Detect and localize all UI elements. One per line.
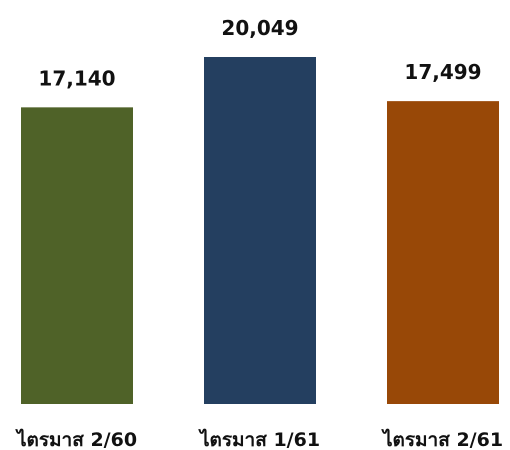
bar-1 — [21, 107, 133, 404]
data-label-1: 17,140 — [38, 66, 115, 90]
bars-group — [21, 57, 499, 404]
data-label-2: 20,049 — [221, 16, 298, 40]
data-label-3: 17,499 — [404, 60, 481, 84]
data-labels-group: 17,140 20,049 17,499 — [38, 16, 481, 90]
x-tick-label-1: ไตรมาส 2/60 — [15, 428, 137, 450]
x-tick-label-2: ไตรมาส 1/61 — [198, 428, 320, 450]
bar-2 — [204, 57, 316, 404]
x-tick-label-3: ไตรมาส 2/61 — [381, 428, 503, 450]
bar-3 — [387, 101, 499, 404]
x-axis-tick-labels: ไตรมาส 2/60 ไตรมาส 1/61 ไตรมาส 2/61 — [15, 428, 503, 450]
